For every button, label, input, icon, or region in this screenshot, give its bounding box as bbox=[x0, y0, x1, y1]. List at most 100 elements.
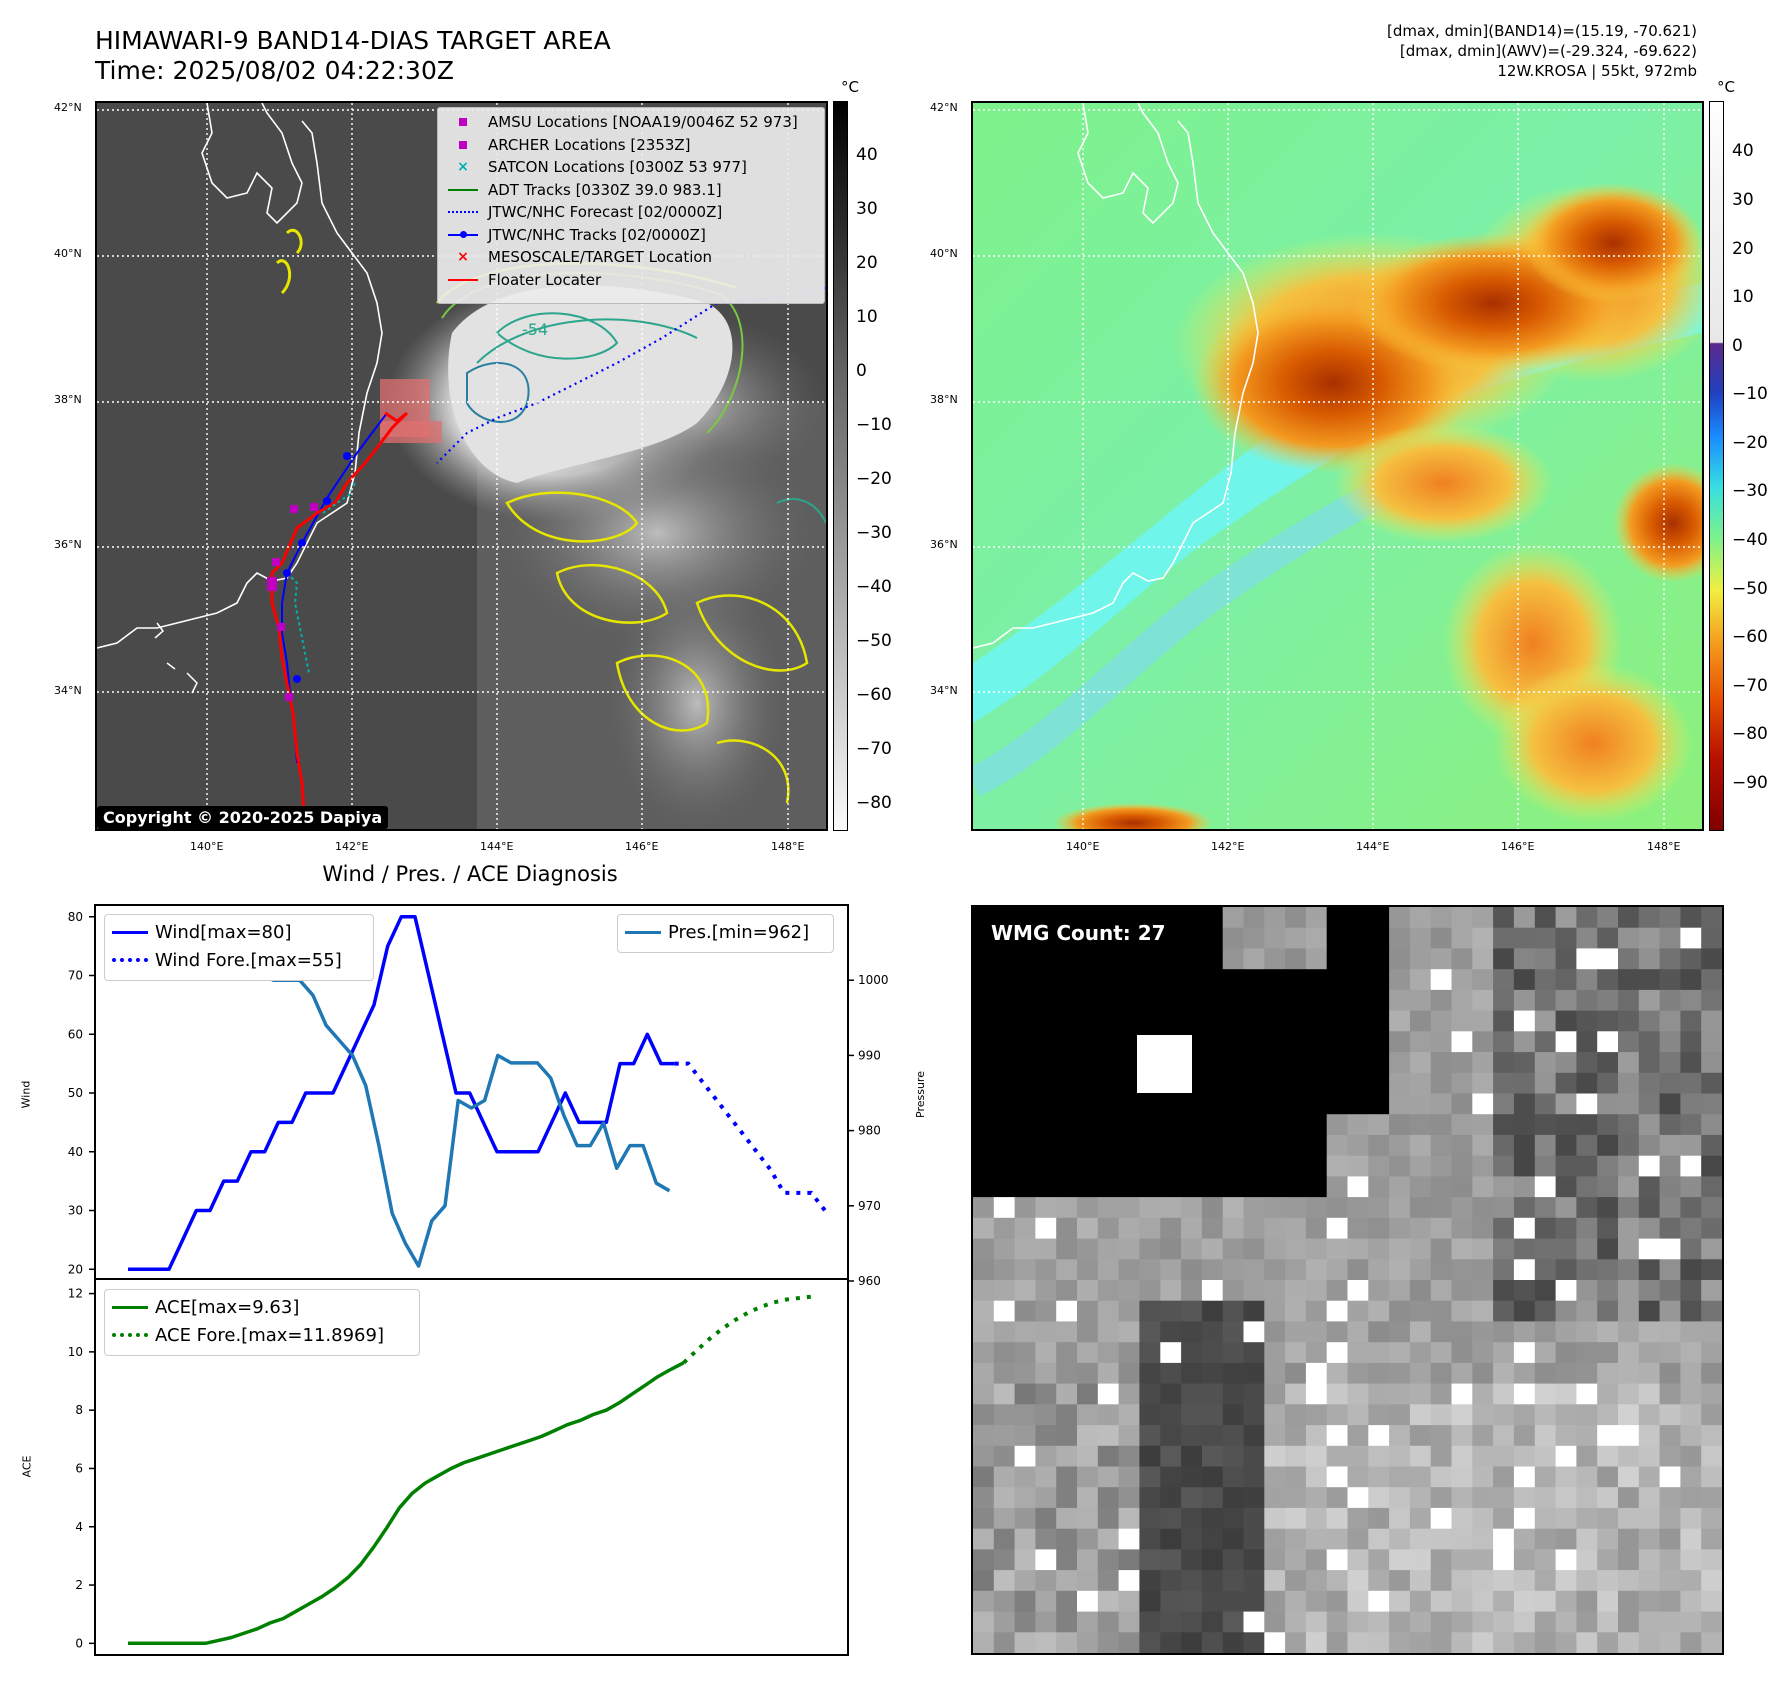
wmg-cell bbox=[1389, 1466, 1411, 1488]
wmg-cell bbox=[1430, 1507, 1453, 1530]
wmg-cell bbox=[1222, 948, 1245, 970]
square-marker-icon bbox=[459, 140, 467, 149]
wmg-cell bbox=[1264, 1321, 1286, 1343]
wmg-cell bbox=[1513, 1383, 1536, 1405]
wmg-cell bbox=[1659, 1093, 1681, 1115]
wmg-cell bbox=[1264, 1570, 1286, 1592]
wmg-cell bbox=[1451, 1176, 1473, 1198]
wmg-cell bbox=[1430, 1445, 1453, 1468]
wmg-cell bbox=[1493, 1611, 1515, 1633]
wmg-cell bbox=[1493, 1259, 1515, 1281]
wmg-cell bbox=[1347, 1528, 1369, 1550]
wmg-cell bbox=[1077, 1425, 1099, 1447]
wmg-cell bbox=[1305, 1010, 1328, 1032]
wmg-cell bbox=[1201, 1072, 1224, 1095]
wmg-cell bbox=[1243, 1342, 1265, 1364]
wmg-cell bbox=[1597, 1197, 1619, 1219]
wmg-cell bbox=[1430, 1611, 1453, 1633]
wmg-cell bbox=[1618, 1197, 1640, 1219]
wmg-cell bbox=[1264, 1549, 1286, 1571]
wmg-cell bbox=[1077, 1404, 1099, 1426]
wmg-cell bbox=[1222, 1487, 1245, 1509]
wmg-cell bbox=[1347, 1300, 1369, 1322]
wmg-cell bbox=[993, 969, 1016, 991]
wmg-cell bbox=[1243, 1425, 1265, 1447]
wmg-cell bbox=[1285, 1217, 1307, 1240]
lat-label: 42°N bbox=[930, 101, 958, 114]
wmg-cell bbox=[1555, 1362, 1577, 1385]
wmg-cell bbox=[1430, 1362, 1453, 1385]
lat-label: 38°N bbox=[930, 393, 958, 406]
wmg-cell bbox=[1555, 1404, 1577, 1426]
wmg-cell bbox=[1513, 1570, 1536, 1592]
wmg-cell bbox=[1472, 969, 1494, 991]
wmg-cell bbox=[1014, 1072, 1036, 1095]
wmg-cell bbox=[1139, 1238, 1161, 1260]
wmg-cell bbox=[1493, 1570, 1515, 1592]
wmg-cell bbox=[1077, 1383, 1099, 1405]
wmg-cell bbox=[1618, 1238, 1640, 1260]
wmg-cell bbox=[1014, 1632, 1036, 1653]
wmg-cell bbox=[1285, 1093, 1307, 1115]
wmg-cell bbox=[1222, 1010, 1245, 1032]
wmg-cell bbox=[1077, 1134, 1099, 1157]
wmg-cell bbox=[1243, 1259, 1265, 1281]
wmg-cell bbox=[1285, 1507, 1307, 1530]
wmg-cell bbox=[1056, 1093, 1078, 1115]
wmg-cell bbox=[1222, 1280, 1245, 1302]
wmg-cell bbox=[1472, 1549, 1494, 1571]
wmg-cell bbox=[1513, 1404, 1536, 1426]
wmg-cell bbox=[973, 1507, 995, 1530]
wmg-cell bbox=[1014, 1197, 1036, 1219]
wmg-cell bbox=[1347, 1404, 1369, 1426]
wmg-cell bbox=[1555, 969, 1577, 991]
wmg-cell bbox=[1285, 907, 1307, 929]
wmg-cell bbox=[1014, 1590, 1036, 1613]
wmg-cell bbox=[1181, 1632, 1203, 1653]
wmg-cell bbox=[1576, 1217, 1598, 1240]
wmg-cell bbox=[1389, 1549, 1411, 1571]
wmg-cell bbox=[1160, 989, 1182, 1012]
wmg-cell bbox=[1326, 1362, 1349, 1385]
wmg-cell bbox=[1534, 1134, 1557, 1157]
wmg-cell bbox=[993, 1217, 1016, 1240]
wmg-cell bbox=[993, 989, 1016, 1012]
lon-label: 140°E bbox=[190, 840, 224, 853]
wmg-cell bbox=[1680, 1238, 1702, 1260]
wmg-cell bbox=[1389, 1217, 1411, 1240]
wmg-cell bbox=[1597, 1114, 1619, 1136]
wmg-cell bbox=[1014, 1425, 1036, 1447]
wmg-cell bbox=[1513, 948, 1536, 970]
wmg-cell bbox=[1347, 1445, 1369, 1468]
wmg-cell bbox=[1389, 1445, 1411, 1468]
wmg-cell bbox=[1305, 907, 1328, 929]
wmg-cell bbox=[1513, 1321, 1536, 1343]
wmg-cell bbox=[1513, 1093, 1536, 1115]
wmg-cell bbox=[1056, 1466, 1078, 1488]
wmg-cell bbox=[1618, 1425, 1640, 1447]
wmg-cell bbox=[973, 927, 995, 949]
wmg-cell bbox=[1035, 1362, 1057, 1385]
wmg-cell bbox=[1430, 1093, 1453, 1115]
wmg-cell bbox=[1118, 1197, 1140, 1219]
pressure-axis-label: Pressure bbox=[913, 1071, 927, 1118]
wmg-cell bbox=[1534, 1425, 1557, 1447]
wmg-cell bbox=[1056, 1217, 1078, 1240]
wmg-cell bbox=[1597, 1445, 1619, 1468]
wmg-cell bbox=[1285, 1425, 1307, 1447]
wmg-cell bbox=[1305, 1176, 1328, 1198]
wmg-cell bbox=[1576, 1466, 1598, 1488]
wmg-cell bbox=[1097, 1632, 1120, 1653]
wmg-cell bbox=[1243, 1445, 1265, 1468]
wmg-cell bbox=[993, 1010, 1016, 1032]
wmg-cell bbox=[1389, 1176, 1411, 1198]
wmg-cell bbox=[1160, 1093, 1182, 1115]
wmg-cell bbox=[973, 1383, 995, 1405]
wmg-cell bbox=[1513, 1549, 1536, 1571]
wmg-cell bbox=[1493, 1072, 1515, 1095]
wmg-cell bbox=[1576, 1280, 1598, 1302]
x-marker-icon: × bbox=[457, 159, 469, 176]
wmg-cell bbox=[1118, 927, 1140, 949]
wmg-cell bbox=[1326, 1404, 1349, 1426]
wmg-cell bbox=[1326, 1425, 1349, 1447]
